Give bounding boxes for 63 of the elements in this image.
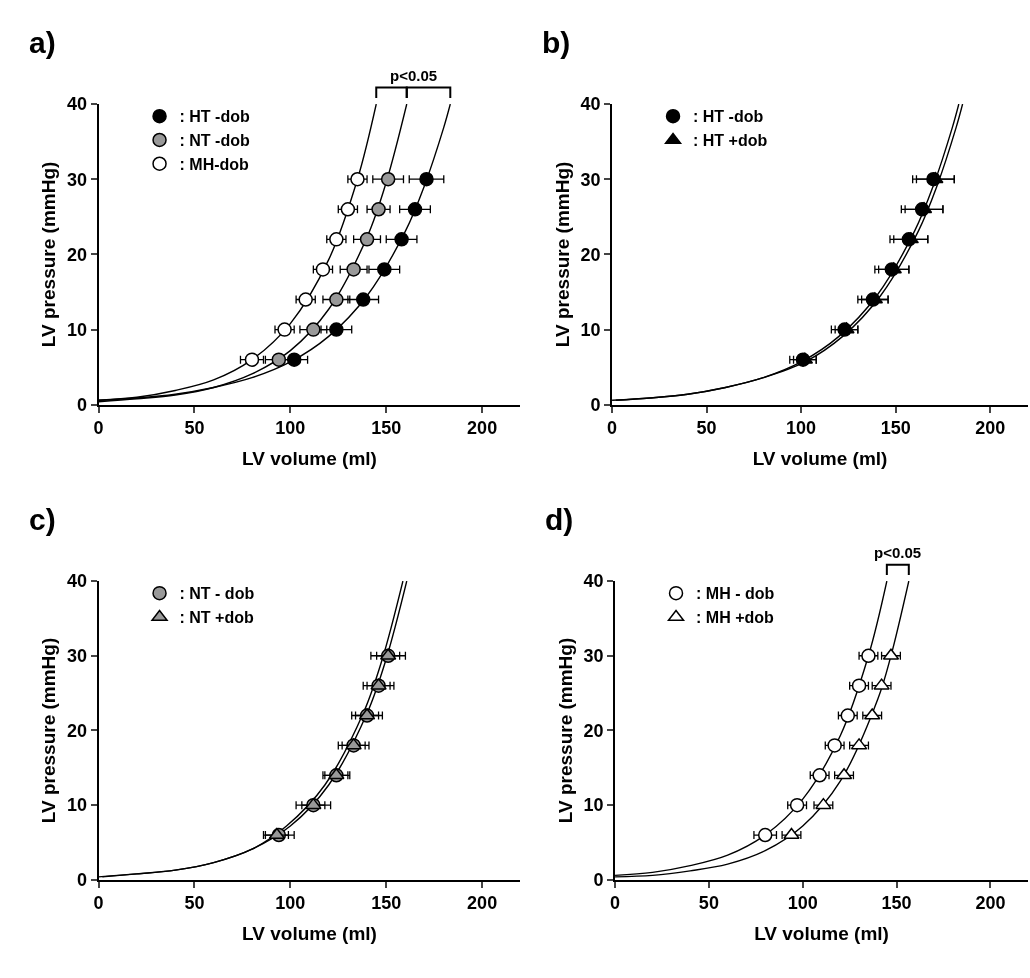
text: p<0.05 <box>874 544 922 561</box>
legend-label: : HT +dob <box>693 132 768 150</box>
y-tick-label: 0 <box>76 870 87 891</box>
legend-label: : NT +dob <box>179 609 254 627</box>
x-tick-label: 50 <box>184 418 205 439</box>
x-tick-label: 100 <box>786 418 817 439</box>
x-tick-label: 50 <box>696 418 717 439</box>
y-tick-label: 10 <box>66 319 87 340</box>
legend-label: : HT -dob <box>179 108 250 126</box>
x-tick-label: 200 <box>975 893 1006 914</box>
x-tick-label: 100 <box>275 893 306 914</box>
y-tick-label: 10 <box>580 319 601 340</box>
legend-label: : NT - dob <box>179 585 255 603</box>
y-tick-label: 40 <box>66 571 87 592</box>
x-axis-title: LV volume (ml) <box>754 922 889 944</box>
x-tick-label: 150 <box>880 418 911 439</box>
x-tick-label: 200 <box>975 418 1006 439</box>
y-tick-label: 30 <box>66 169 87 190</box>
y-tick-label: 0 <box>590 395 601 416</box>
y-tick-label: 40 <box>66 94 87 115</box>
x-tick-label: 0 <box>610 893 621 914</box>
y-tick-label: 20 <box>66 720 87 741</box>
x-axis-title: LV volume (ml) <box>242 447 377 469</box>
y-axis-title: LV pressure (mmHg) <box>554 637 576 824</box>
y-tick-label: 0 <box>593 870 604 891</box>
x-tick-label: 150 <box>881 893 912 914</box>
x-tick-label: 100 <box>787 893 818 914</box>
y-tick-label: 30 <box>580 169 601 190</box>
y-tick-label: 30 <box>583 646 604 667</box>
y-tick-label: 10 <box>583 795 604 816</box>
legend-label: : MH-dob <box>179 155 250 173</box>
legend-label: : MH +dob <box>696 609 775 627</box>
chart-title: c) <box>29 503 56 536</box>
x-tick-label: 50 <box>184 893 205 914</box>
x-tick-label: 200 <box>467 418 498 439</box>
y-tick-label: 0 <box>76 395 87 416</box>
chart-title: a) <box>29 26 56 59</box>
legend-label: : MH - dob <box>696 585 775 603</box>
x-tick-label: 0 <box>93 418 104 439</box>
x-tick-label: 150 <box>371 418 402 439</box>
y-axis-title: LV pressure (mmHg) <box>551 161 573 348</box>
x-tick-label: 150 <box>371 893 402 914</box>
y-axis-title: LV pressure (mmHg) <box>38 161 60 348</box>
legend-label: : NT -dob <box>179 132 250 150</box>
y-tick-label: 40 <box>583 571 604 592</box>
x-tick-label: 100 <box>275 418 306 439</box>
x-tick-label: 0 <box>93 893 104 914</box>
y-tick-label: 30 <box>66 646 87 667</box>
x-tick-label: 50 <box>698 893 719 914</box>
x-axis-title: LV volume (ml) <box>752 447 888 469</box>
chart-title: b) <box>542 26 571 59</box>
x-tick-label: 0 <box>607 418 618 439</box>
y-tick-label: 20 <box>583 720 604 741</box>
y-tick-label: 20 <box>66 244 87 265</box>
y-tick-label: 20 <box>580 244 601 265</box>
y-axis-title: LV pressure (mmHg) <box>38 637 60 824</box>
x-tick-label: 200 <box>467 893 498 914</box>
y-tick-label: 10 <box>66 795 87 816</box>
chart-title: d) <box>545 503 574 536</box>
y-tick-label: 40 <box>580 94 601 115</box>
legend-label: : HT -dob <box>693 108 764 126</box>
x-axis-title: LV volume (ml) <box>242 922 377 944</box>
text: p<0.05 <box>390 67 438 84</box>
